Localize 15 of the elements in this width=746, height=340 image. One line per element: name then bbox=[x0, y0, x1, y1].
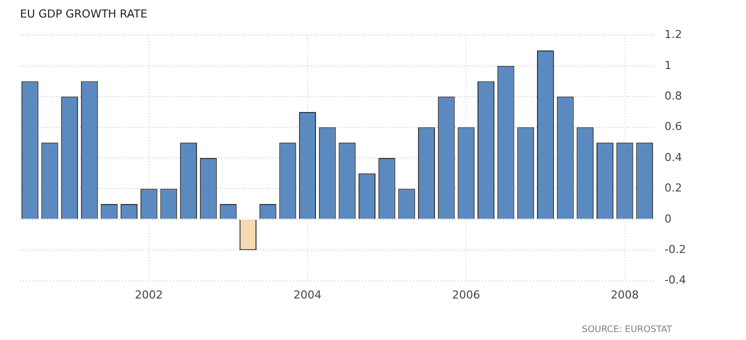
x-tick-label: 2004 bbox=[294, 288, 322, 302]
y-tick-label: 1 bbox=[664, 58, 672, 72]
y-tick-label: 0.8 bbox=[664, 89, 682, 102]
x-tick-label: 2002 bbox=[134, 288, 163, 302]
x-tick-label: 2006 bbox=[452, 288, 480, 302]
chart-title: EU GDP GROWTH RATE bbox=[20, 7, 148, 20]
x-tick-label: 2008 bbox=[610, 288, 639, 302]
y-tick-label: -0.2 bbox=[664, 242, 686, 256]
y-tick-label: 1.2 bbox=[664, 28, 682, 42]
y-tick-label: 0 bbox=[664, 212, 672, 226]
y-tick-label: 0.4 bbox=[664, 150, 682, 164]
y-tick-label: 0.2 bbox=[664, 182, 682, 195]
y-tick-label: -0.4 bbox=[664, 274, 686, 287]
y-tick-label: 0.6 bbox=[664, 120, 682, 134]
source-note: SOURCE: EUROSTAT bbox=[582, 324, 672, 335]
